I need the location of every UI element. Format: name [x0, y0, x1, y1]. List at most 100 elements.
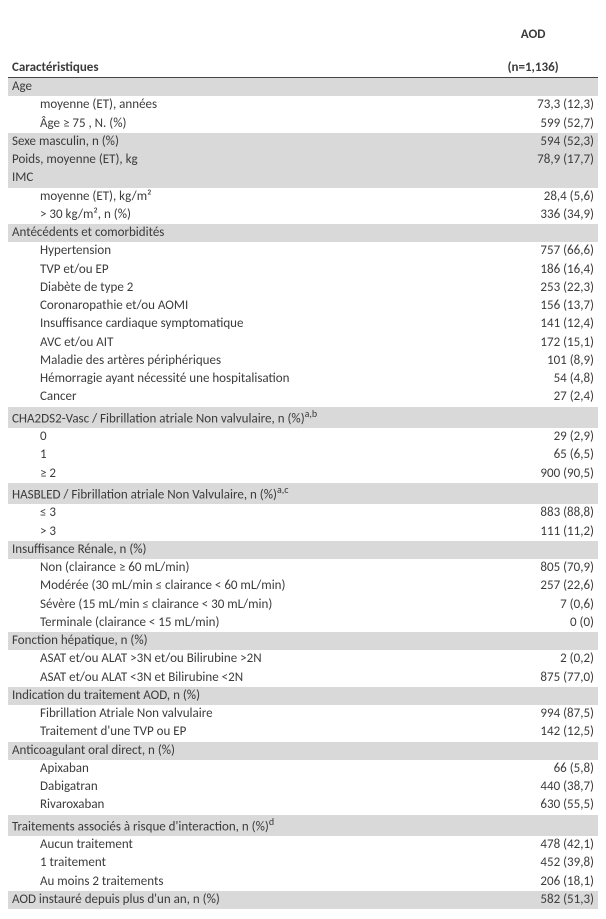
- header-characteristics: Caractéristiques: [8, 10, 468, 78]
- row-value: 54 (4,8): [468, 370, 598, 388]
- row-label: 1 traitement: [8, 854, 468, 872]
- section-value: [468, 78, 598, 97]
- row-value: 336 (34,9): [468, 206, 598, 224]
- row-label: Fibrillation Atriale Non valvulaire: [8, 705, 468, 723]
- header-aod-col: AOD (n=1,136): [468, 10, 598, 78]
- row-value: 28,4 (5,6): [468, 188, 598, 206]
- table-row: 1 traitement452 (39,8): [8, 854, 598, 872]
- header-col-line2: (n=1,136): [507, 60, 558, 75]
- table-row: Hypertension757 (66,6): [8, 242, 598, 260]
- table-header-row: Caractéristiques AOD (n=1,136): [8, 10, 598, 78]
- section-value: [468, 815, 598, 837]
- table-row: ≤ 3883 (88,8): [8, 504, 598, 522]
- row-label: Rivaroxaban: [8, 796, 468, 814]
- table-row: ASAT et/ou ALAT <3N et Bilirubine <2N875…: [8, 669, 598, 687]
- row-label: Coronaropathie et/ou AOMI: [8, 297, 468, 315]
- section-title: Age: [8, 78, 468, 97]
- table-row: Diabète de type 2253 (22,3): [8, 279, 598, 297]
- row-value: 757 (66,6): [468, 242, 598, 260]
- row-label: Diabète de type 2: [8, 279, 468, 297]
- section-value: [468, 742, 598, 760]
- row-label: Hypertension: [8, 242, 468, 260]
- row-label: ASAT et/ou ALAT >3N et/ou Bilirubine >2N: [8, 650, 468, 668]
- table-row: Dabigatran440 (38,7): [8, 778, 598, 796]
- section-value: [468, 632, 598, 650]
- section-sup: a,b: [305, 407, 318, 420]
- table-row: ASAT et/ou ALAT >3N et/ou Bilirubine >2N…: [8, 650, 598, 668]
- table-row: Modérée (30 mL/min ≤ clairance < 60 mL/m…: [8, 577, 598, 595]
- row-value: 2 (0,2): [468, 650, 598, 668]
- row-value: 101 (8,9): [468, 352, 598, 370]
- section-row: Insuffisance Rénale, n (%): [8, 541, 598, 559]
- row-value: 7 (0,6): [468, 596, 598, 614]
- section-title: AOD instauré depuis plus d'un an, n (%): [8, 891, 468, 909]
- section-row: Fonction hépatique, n (%): [8, 632, 598, 650]
- row-label: Maladie des artères périphériques: [8, 352, 468, 370]
- row-value: 111 (11,2): [468, 523, 598, 541]
- section-title: Indication du traitement AOD, n (%): [8, 687, 468, 705]
- table-row: moyenne (ET), kg/m²28,4 (5,6): [8, 188, 598, 206]
- row-label: 0: [8, 428, 468, 446]
- section-row: Poids, moyenne (ET), kg78,9 (17,7): [8, 151, 598, 169]
- section-row: Indication du traitement AOD, n (%): [8, 687, 598, 705]
- table-row: Au moins 2 traitements206 (18,1): [8, 873, 598, 891]
- section-row: IMC: [8, 169, 598, 187]
- row-value: 478 (42,1): [468, 836, 598, 854]
- row-label: Sévère (15 mL/min ≤ clairance < 30 mL/mi…: [8, 596, 468, 614]
- table-row: Traitement d'une TVP ou EP142 (12,5): [8, 723, 598, 741]
- row-label: Non (clairance ≥ 60 mL/min): [8, 559, 468, 577]
- row-label: moyenne (ET), années: [8, 96, 468, 114]
- section-row: Sexe masculin, n (%)594 (52,3): [8, 133, 598, 151]
- table-row: Hémorragie ayant nécessité une hospitali…: [8, 370, 598, 388]
- row-label: ≥ 2: [8, 465, 468, 483]
- section-title: Poids, moyenne (ET), kg: [8, 151, 468, 169]
- table-row: Coronaropathie et/ou AOMI156 (13,7): [8, 297, 598, 315]
- section-row: Traitements associés à risque d'interact…: [8, 815, 598, 837]
- row-value: 142 (12,5): [468, 723, 598, 741]
- characteristics-table-page: Caractéristiques AOD (n=1,136) Agemoyenn…: [0, 0, 606, 919]
- row-value: 65 (6,5): [468, 446, 598, 464]
- section-title: Insuffisance Rénale, n (%): [8, 541, 468, 559]
- table-row: 029 (2,9): [8, 428, 598, 446]
- row-label: Hémorragie ayant nécessité une hospitali…: [8, 370, 468, 388]
- row-value: 172 (15,1): [468, 334, 598, 352]
- row-value: 66 (5,8): [468, 760, 598, 778]
- table-row: > 30 kg/m², n (%)336 (34,9): [8, 206, 598, 224]
- section-title: Antécédents et comorbidités: [8, 224, 468, 242]
- characteristics-table: Caractéristiques AOD (n=1,136) Agemoyenn…: [8, 10, 598, 909]
- section-value: 582 (51,3): [468, 891, 598, 909]
- section-title: Sexe masculin, n (%): [8, 133, 468, 151]
- table-row: 165 (6,5): [8, 446, 598, 464]
- table-row: Terminale (clairance < 15 mL/min)0 (0): [8, 614, 598, 632]
- row-label: AVC et/ou AIT: [8, 334, 468, 352]
- section-row: AOD instauré depuis plus d'un an, n (%)5…: [8, 891, 598, 909]
- section-value: [468, 169, 598, 187]
- section-row: CHA2DS2-Vasc / Fibrillation atriale Non …: [8, 407, 598, 429]
- row-label: Apixaban: [8, 760, 468, 778]
- table-row: ≥ 2900 (90,5): [8, 465, 598, 483]
- row-value: 630 (55,5): [468, 796, 598, 814]
- table-row: > 3111 (11,2): [8, 523, 598, 541]
- row-label: moyenne (ET), kg/m²: [8, 188, 468, 206]
- row-value: 900 (90,5): [468, 465, 598, 483]
- section-value: [468, 483, 598, 505]
- section-title: CHA2DS2-Vasc / Fibrillation atriale Non …: [8, 407, 468, 429]
- row-label: Au moins 2 traitements: [8, 873, 468, 891]
- table-row: Sévère (15 mL/min ≤ clairance < 30 mL/mi…: [8, 596, 598, 614]
- row-label: Âge ≥ 75 , N. (%): [8, 115, 468, 133]
- row-value: 156 (13,7): [468, 297, 598, 315]
- table-row: Aucun traitement478 (42,1): [8, 836, 598, 854]
- row-value: 440 (38,7): [468, 778, 598, 796]
- row-label: TVP et/ou EP: [8, 261, 468, 279]
- row-label: ≤ 3: [8, 504, 468, 522]
- section-row: Antécédents et comorbidités: [8, 224, 598, 242]
- table-row: moyenne (ET), années73,3 (12,3): [8, 96, 598, 114]
- row-value: 805 (70,9): [468, 559, 598, 577]
- row-label: > 30 kg/m², n (%): [8, 206, 468, 224]
- row-value: 257 (22,6): [468, 577, 598, 595]
- section-title: Fonction hépatique, n (%): [8, 632, 468, 650]
- section-row: Age: [8, 78, 598, 97]
- section-value: [468, 407, 598, 429]
- row-value: 29 (2,9): [468, 428, 598, 446]
- section-value: [468, 224, 598, 242]
